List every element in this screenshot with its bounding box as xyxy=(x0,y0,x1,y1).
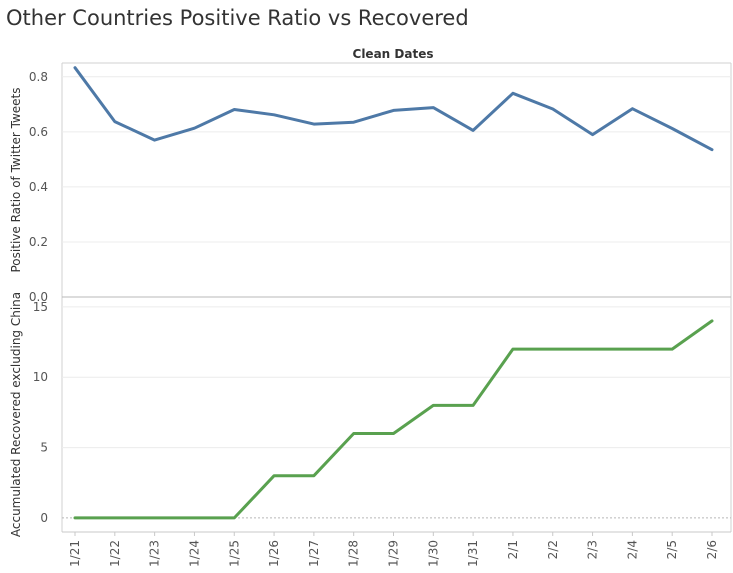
column-header: Clean Dates xyxy=(353,47,434,61)
y-axis-title: Accumulated Recovered excluding China xyxy=(9,292,23,537)
x-tick-label: 2/1 xyxy=(506,540,520,559)
data-point xyxy=(670,347,674,351)
data-point xyxy=(670,127,674,131)
data-point xyxy=(192,126,196,130)
data-point xyxy=(192,516,196,520)
data-point xyxy=(630,107,634,111)
data-point xyxy=(710,319,714,323)
y-tick-label: 0.8 xyxy=(29,70,48,84)
data-point xyxy=(630,347,634,351)
series-line xyxy=(73,66,714,152)
chart-title: Other Countries Positive Ratio vs Recove… xyxy=(6,6,469,30)
data-point xyxy=(312,474,316,478)
data-point xyxy=(392,431,396,435)
x-tick-label: 1/21 xyxy=(68,540,82,567)
series-line xyxy=(73,319,714,520)
data-point xyxy=(431,106,435,110)
y-tick-label: 0.6 xyxy=(29,125,48,139)
data-point xyxy=(471,403,475,407)
data-point xyxy=(551,347,555,351)
data-point xyxy=(153,138,157,142)
x-tick-label: 1/27 xyxy=(307,540,321,567)
data-point xyxy=(232,516,236,520)
y-tick-label: 0.2 xyxy=(29,235,48,249)
data-point xyxy=(591,347,595,351)
y-tick-label: 0 xyxy=(40,511,48,525)
x-tick-label: 2/3 xyxy=(586,540,600,559)
y-tick-label: 15 xyxy=(33,300,48,314)
x-tick-label: 1/28 xyxy=(347,540,361,567)
data-point xyxy=(272,113,276,117)
y-tick-label: 0.0 xyxy=(29,290,48,304)
x-tick-label: 1/29 xyxy=(387,540,401,567)
data-point xyxy=(73,516,77,520)
x-tick-label: 1/23 xyxy=(148,540,162,567)
data-point xyxy=(352,431,356,435)
data-point xyxy=(272,474,276,478)
x-tick-label: 1/31 xyxy=(466,540,480,567)
data-point xyxy=(591,133,595,137)
data-point xyxy=(73,66,77,70)
x-tick-label: 1/26 xyxy=(267,540,281,567)
data-point xyxy=(471,128,475,132)
data-point xyxy=(312,122,316,126)
positive-ratio-panel: 0.0 0.2 0.4 0.6 0.8 Positive Ratio of Twitter… xyxy=(9,66,731,304)
x-tick-label: 2/5 xyxy=(665,540,679,559)
x-tick-label: 2/2 xyxy=(546,540,560,559)
x-tick-label: 2/4 xyxy=(625,540,639,559)
y-axis-title: Positive Ratio of Twitter Tweets xyxy=(9,88,23,273)
x-tick-label: 1/22 xyxy=(108,540,122,567)
recovered-panel: 0 5 10 15 Accumulated Recovered excluding Ch… xyxy=(9,292,731,537)
data-point xyxy=(113,120,117,124)
data-point xyxy=(113,516,117,520)
data-point xyxy=(551,107,555,111)
x-tick-label: 1/24 xyxy=(187,540,201,567)
data-point xyxy=(511,91,515,95)
data-point xyxy=(431,403,435,407)
data-point xyxy=(232,108,236,112)
x-tick-label: 1/30 xyxy=(426,540,440,567)
y-tick-label: 0.4 xyxy=(29,180,48,194)
data-point xyxy=(352,120,356,124)
data-point xyxy=(511,347,515,351)
data-point xyxy=(392,108,396,112)
y-tick-label: 10 xyxy=(33,370,48,384)
y-tick-label: 5 xyxy=(40,441,48,455)
x-axis: 1/21 1/22 1/23 1/24 1/25 1/26 1/27 1/28 1/29 1/30… xyxy=(68,532,719,567)
x-tick-label: 2/6 xyxy=(705,540,719,559)
x-tick-label: 1/25 xyxy=(227,540,241,567)
data-point xyxy=(710,148,714,152)
data-point xyxy=(153,516,157,520)
